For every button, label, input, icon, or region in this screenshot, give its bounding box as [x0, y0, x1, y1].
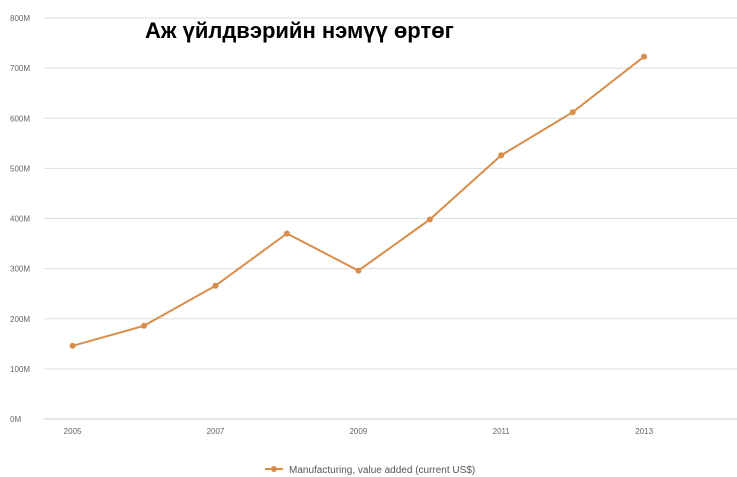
data-point[interactable]	[355, 267, 362, 274]
x-axis-ticks: 2005 2007 2009 2011 2013	[64, 427, 654, 436]
y-tick-label: 600M	[10, 114, 30, 123]
legend[interactable]: Manufacturing, value added (current US$)	[265, 465, 475, 476]
y-tick-label: 100M	[10, 365, 30, 374]
x-tick-label: 2013	[635, 427, 653, 436]
data-point[interactable]	[426, 216, 433, 223]
data-point[interactable]	[641, 53, 648, 60]
series	[69, 53, 648, 349]
y-tick-label: 700M	[10, 64, 30, 73]
data-point[interactable]	[212, 282, 219, 289]
data-point[interactable]	[283, 230, 290, 237]
series-line	[72, 55, 645, 347]
y-tick-label: 500M	[10, 164, 30, 173]
legend-label: Manufacturing, value added (current US$)	[289, 465, 475, 476]
y-tick-label: 800M	[10, 14, 30, 23]
x-tick-label: 2011	[493, 427, 511, 436]
gridlines	[44, 17, 737, 420]
y-tick-label: 0M	[10, 415, 21, 424]
y-tick-label: 200M	[10, 315, 30, 324]
chart-title: Аж үйлдвэрийн нэмүү өртөг	[145, 18, 454, 43]
data-point[interactable]	[498, 152, 505, 159]
data-point[interactable]	[141, 322, 147, 329]
y-axis-ticks: 0M 100M 200M 300M 400M 500M 600M 700M 800M	[10, 14, 30, 424]
x-tick-label: 2009	[349, 427, 367, 436]
data-point[interactable]	[69, 342, 76, 349]
data-point[interactable]	[569, 109, 576, 116]
y-tick-label: 400M	[10, 215, 30, 224]
legend-marker	[271, 466, 277, 472]
y-tick-label: 300M	[10, 265, 30, 274]
x-tick-label: 2007	[207, 427, 225, 436]
x-tick-label: 2005	[64, 427, 82, 436]
